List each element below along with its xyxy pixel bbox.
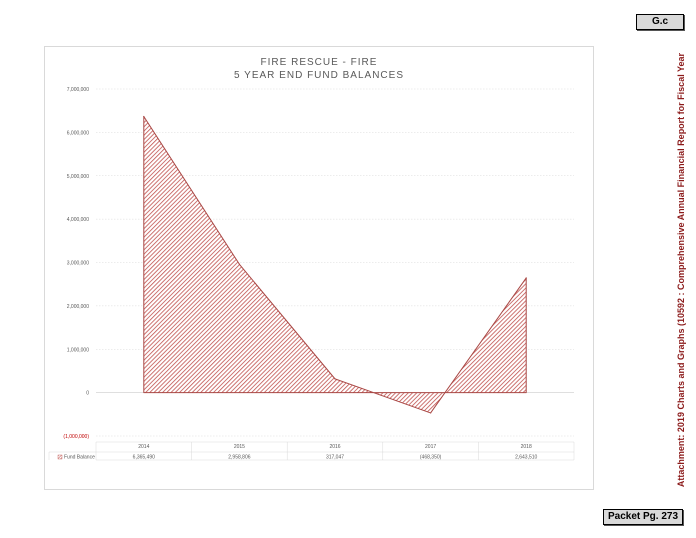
legend-label: Fund Balance <box>64 455 95 461</box>
data-value-label: 6,365,490 <box>133 455 155 461</box>
data-point <box>430 412 432 414</box>
y-tick-label: 6,000,000 <box>67 130 89 136</box>
series-area-fund-balance <box>143 116 527 414</box>
data-point <box>143 115 145 118</box>
data-point <box>238 263 240 265</box>
x-category-label: 2018 <box>521 444 532 450</box>
y-tick-label: 0 <box>86 391 89 397</box>
y-tick-label: 3,000,000 <box>67 261 89 267</box>
data-point <box>525 277 527 279</box>
chart-svg: FIRE RESCUE - FIRE 5 YEAR END FUND BALAN… <box>48 57 575 461</box>
area-layer <box>143 115 527 414</box>
x-category-label: 2017 <box>425 444 436 450</box>
packet-page-badge: Packet Pg. 273 <box>603 509 683 525</box>
y-tick-label: (1,000,000) <box>63 434 89 440</box>
data-value-label: 2,643,510 <box>515 455 537 461</box>
attachment-side-text: Attachment: 2019 Charts and Graphs (1059… <box>676 52 686 488</box>
data-value-label: (468,350) <box>420 455 442 461</box>
y-tick-label: 4,000,000 <box>67 217 89 223</box>
y-tick-label: 2,000,000 <box>67 304 89 310</box>
y-tick-label: 7,000,000 <box>67 87 89 93</box>
chart-title: FIRE RESCUE - FIRE <box>261 57 378 68</box>
y-tick-label: 5,000,000 <box>67 174 89 180</box>
y-tick-label: 1,000,000 <box>67 347 89 353</box>
x-category-label: 2015 <box>234 444 245 450</box>
data-point <box>334 378 336 380</box>
data-value-label: 317,047 <box>326 455 344 461</box>
page-code-badge: G.c <box>636 14 684 30</box>
chart-frame: FIRE RESCUE - FIRE 5 YEAR END FUND BALAN… <box>44 46 594 490</box>
legend-swatch <box>57 454 63 460</box>
data-table: 2014 2015 2016 2017 2018 Fund Balance 6,365,49… <box>48 441 575 461</box>
chart-subtitle: 5 YEAR END FUND BALANCES <box>234 70 404 81</box>
x-category-label: 2014 <box>138 444 149 450</box>
axis-layer: 7,000,000 6,000,000 5,000,000 4,000,000 3,00… <box>63 87 89 440</box>
x-category-label: 2016 <box>329 444 340 450</box>
data-value-label: 2,958,806 <box>228 455 250 461</box>
